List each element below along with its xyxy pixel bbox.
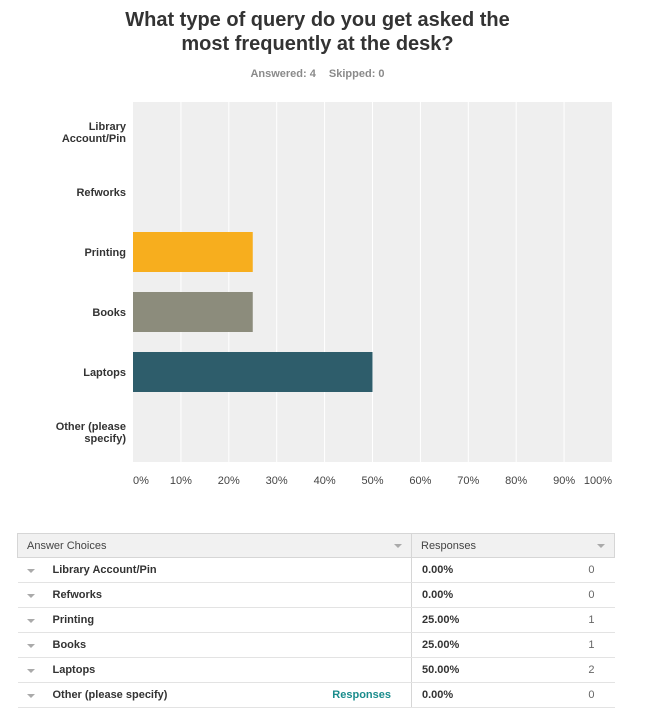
- answer-choice-label: Refworks: [52, 589, 103, 601]
- answer-choice-label: Printing: [52, 614, 95, 626]
- response-count: 0: [542, 557, 615, 583]
- response-count: 1: [542, 607, 615, 633]
- table-header-row: Answer Choices Responses: [17, 533, 615, 558]
- question-title: What type of query do you get asked the …: [0, 8, 635, 56]
- response-count: 2: [542, 657, 615, 683]
- table-row: Printing 25.00% 1: [17, 607, 615, 633]
- x-tick-label: 90%: [553, 475, 575, 487]
- answer-choice-cell: Printing: [17, 607, 412, 633]
- response-percent: 50.00%: [411, 657, 543, 683]
- x-tick-label: 50%: [361, 475, 383, 487]
- answer-choices-header[interactable]: Answer Choices: [17, 533, 412, 558]
- x-tick-label: 20%: [218, 475, 240, 487]
- x-tick-label: 60%: [409, 475, 431, 487]
- sort-caret-icon[interactable]: [597, 544, 605, 548]
- chevron-down-icon[interactable]: [26, 619, 35, 623]
- response-count: 1: [542, 632, 615, 658]
- x-tick-label: 40%: [314, 475, 336, 487]
- bar-printing[interactable]: [133, 232, 253, 272]
- chevron-down-icon[interactable]: [26, 594, 35, 598]
- answer-choice-cell: Laptops: [17, 657, 412, 683]
- y-category-label: Laptops: [83, 367, 126, 379]
- bar-chart: 0% 10% 20% 30% 40% 50% 60% 70% 80% 90% 100% Library…: [56, 102, 612, 487]
- x-tick-label: 80%: [505, 475, 527, 487]
- bar-books[interactable]: [133, 292, 253, 332]
- y-category-label: Account/Pin: [62, 133, 126, 145]
- response-stats: Answered: 4 Skipped: 0: [0, 68, 635, 80]
- answer-choices-header-label: Answer Choices: [27, 539, 107, 552]
- y-category-label: Other (please: [56, 421, 126, 433]
- x-tick-label: 0%: [133, 475, 149, 487]
- y-category-label: Books: [92, 307, 126, 319]
- table-row: Library Account/Pin 0.00% 0: [17, 557, 615, 583]
- response-percent: 0.00%: [411, 682, 543, 708]
- chevron-down-icon[interactable]: [26, 644, 35, 648]
- question-title-line-1: What type of query do you get asked the: [125, 9, 510, 31]
- response-percent: 25.00%: [411, 607, 543, 633]
- answer-choice-cell: Books: [17, 632, 412, 658]
- response-count: 0: [542, 682, 615, 708]
- table-row: Laptops 50.00% 2: [17, 657, 615, 683]
- table-row: Other (please specify) Responses 0.00% 0: [17, 682, 615, 708]
- x-tick-label: 10%: [170, 475, 192, 487]
- table-row: Refworks 0.00% 0: [17, 582, 615, 608]
- answer-table-body: Library Account/Pin 0.00% 0 Refworks 0.00% 0 P…: [17, 557, 615, 708]
- bar-laptops[interactable]: [133, 352, 373, 392]
- answered-count: Answered: 4: [250, 68, 316, 80]
- response-percent: 0.00%: [411, 557, 543, 583]
- y-category-label: Library: [89, 121, 127, 133]
- view-responses-link[interactable]: Responses: [332, 689, 391, 701]
- table-row: Books 25.00% 1: [17, 632, 615, 658]
- answer-table: Answer Choices Responses Library Account…: [17, 533, 615, 708]
- x-tick-label: 100%: [584, 475, 612, 487]
- chevron-down-icon[interactable]: [26, 694, 35, 698]
- skipped-count: Skipped: 0: [328, 68, 385, 80]
- chevron-down-icon[interactable]: [26, 669, 35, 673]
- answer-choice-label: Books: [52, 639, 87, 651]
- answer-choice-cell: Other (please specify) Responses: [17, 682, 412, 708]
- answer-choice-cell: Library Account/Pin: [17, 557, 412, 583]
- question-title-line-2: most frequently at the desk?: [181, 33, 454, 55]
- responses-header[interactable]: Responses: [411, 533, 615, 558]
- response-percent: 25.00%: [411, 632, 543, 658]
- response-percent: 0.00%: [411, 582, 543, 608]
- answer-choice-cell: Refworks: [17, 582, 412, 608]
- answer-choice-label: Laptops: [52, 664, 96, 676]
- x-tick-label: 70%: [457, 475, 479, 487]
- chevron-down-icon[interactable]: [26, 569, 35, 573]
- sort-caret-icon[interactable]: [394, 544, 402, 548]
- x-tick-label: 30%: [266, 475, 288, 487]
- response-count: 0: [542, 582, 615, 608]
- y-category-label: Printing: [84, 247, 126, 259]
- answer-choice-label: Other (please specify): [52, 689, 168, 701]
- y-category-label: Refworks: [76, 187, 126, 199]
- responses-header-label: Responses: [421, 539, 477, 552]
- answer-choice-label: Library Account/Pin: [52, 564, 157, 576]
- y-category-label: specify): [84, 433, 126, 445]
